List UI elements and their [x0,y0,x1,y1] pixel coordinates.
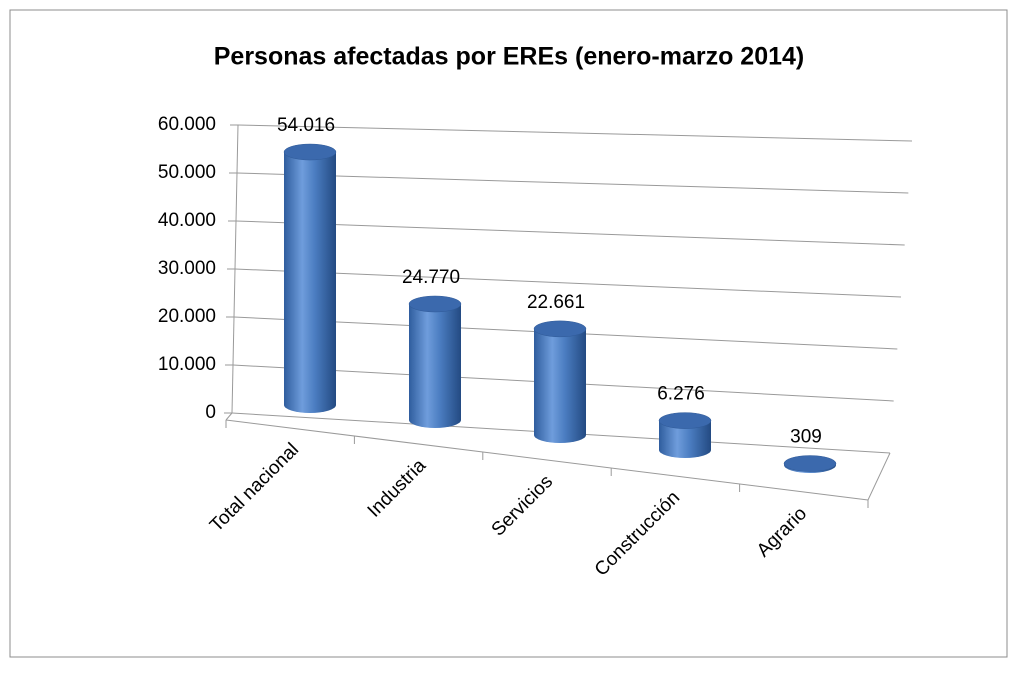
cylinder-top [283,143,337,161]
value-label: 24.770 [402,267,460,288]
y-tick-label: 10.000 [158,354,216,375]
grid-line [237,124,913,142]
floor-edge [225,419,869,501]
cylinder-top [658,412,712,429]
frame [9,9,1008,658]
grid-line [235,220,905,246]
cylinder-body [409,303,461,428]
value-label: 22.661 [527,292,585,313]
cylinder-body [284,152,336,413]
y-tick-label: 50.000 [158,162,216,183]
y-tick-label: 20.000 [158,306,216,327]
y-tick-label: 60.000 [158,114,216,135]
y-tick-label: 40.000 [158,210,216,231]
grid-line [236,172,909,194]
axis-line [225,412,233,421]
floor-edge [867,452,891,501]
chart-title: Personas afectadas por EREs (enero-marzo… [214,43,805,71]
value-label: 309 [790,427,822,448]
cylinder-body [659,420,711,458]
cylinder-body [534,328,586,443]
y-tick-label: 30.000 [158,258,216,279]
cylinder-top [783,455,837,472]
cylinder-top [533,320,587,338]
y-tick-label: 0 [205,402,216,423]
value-label: 54.016 [277,115,335,136]
grid-line [234,268,902,298]
value-label: 6.276 [657,384,705,405]
cylinder-top [408,295,462,313]
